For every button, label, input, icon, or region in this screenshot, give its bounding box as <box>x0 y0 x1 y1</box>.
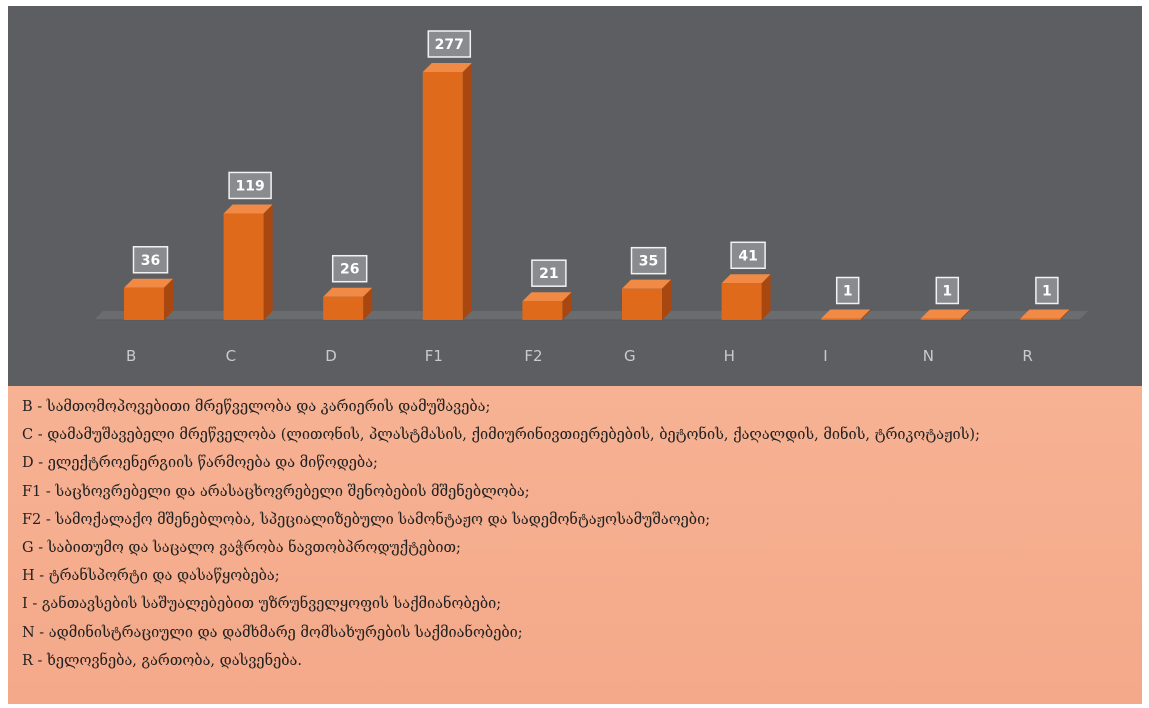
data-label-F2: 21 <box>531 259 567 287</box>
legend-item: N - ადმინისტრაციული და დამხმარე მომსახურ… <box>22 624 523 641</box>
svg-text:277: 277 <box>435 37 464 53</box>
tick-label-N: N <box>923 347 934 365</box>
tick-label-F1: F1 <box>425 347 443 365</box>
data-label-G: 35 <box>630 246 667 275</box>
data-label-C: 119 <box>228 171 272 200</box>
data-label-D: 26 <box>331 254 368 283</box>
bar-F1 <box>422 63 472 320</box>
svg-text:26: 26 <box>340 262 359 278</box>
svg-text:21: 21 <box>539 266 558 282</box>
bar-C <box>223 204 273 320</box>
svg-text:1: 1 <box>942 284 952 300</box>
svg-text:41: 41 <box>738 248 757 264</box>
figure: 36 119 26 277 21 35 41 1 1 1 B C D F1 F2 G H I N R B - სამ… <box>8 6 1142 704</box>
legend-panel: B - სამთომოპოვებითი მრეწველობა და კარიერ… <box>8 386 1142 704</box>
legend-item: D - ელექტროენერგიის წარმოება და მიწოდება… <box>22 455 378 472</box>
bar-H <box>721 274 771 320</box>
tick-label-H: H <box>724 347 735 365</box>
legend-item: B - სამთომოპოვებითი მრეწველობა და კარიერ… <box>22 399 491 415</box>
data-label-B: 36 <box>132 246 169 274</box>
data-label-R: 1 <box>1035 276 1059 305</box>
legend-item: I - განთავსების საშუალებებით უზრუნველყოფ… <box>22 596 502 613</box>
legend-item: G - საბითუმო და საცალო ვაჭრობა ნავთობპრო… <box>22 540 461 556</box>
bar-R <box>1020 309 1070 320</box>
legend-item: C - დამამუშავებელი მრეწველობა (ლითონის, … <box>22 427 980 444</box>
svg-text:1: 1 <box>1042 284 1052 300</box>
data-label-F1: 277 <box>427 30 472 58</box>
legend-item: R - ხელოვნება, გართობა, დასვენება. <box>22 652 302 669</box>
tick-label-G: G <box>624 347 636 365</box>
bar-B <box>124 278 173 320</box>
data-label-H: 41 <box>730 241 766 270</box>
data-label-N: 1 <box>935 276 960 305</box>
bar-D <box>323 287 373 320</box>
bar-chart: 36 119 26 277 21 35 41 1 1 1 B C D F1 F2 G H I N R <box>94 30 1088 365</box>
bar-F2 <box>522 292 572 320</box>
bar-N <box>920 309 970 320</box>
legend-item: F2 - სამოქალაქო მშენებლობა, სპეციალიზებუ… <box>22 511 711 528</box>
legend-item: F1 - საცხოვრებელი და არასაცხოვრებელი შენ… <box>22 483 530 500</box>
tick-label-I: I <box>823 347 827 365</box>
legend-item: H - ტრანსპორტი და დასაწყობება; <box>22 568 280 585</box>
bar-I <box>821 309 871 320</box>
svg-text:119: 119 <box>235 178 264 194</box>
bar-G <box>622 279 671 320</box>
chart-panel: 36 119 26 277 21 35 41 1 1 1 B C D F1 F2 G H I N R <box>8 6 1142 386</box>
svg-text:1: 1 <box>843 284 853 300</box>
tick-label-D: D <box>325 347 337 365</box>
svg-text:35: 35 <box>639 254 658 270</box>
tick-label-R: R <box>1022 347 1032 365</box>
data-label-I: 1 <box>835 276 860 305</box>
svg-text:36: 36 <box>141 253 160 269</box>
tick-label-F2: F2 <box>524 347 542 365</box>
tick-label-C: C <box>226 347 236 365</box>
tick-label-B: B <box>126 347 136 365</box>
